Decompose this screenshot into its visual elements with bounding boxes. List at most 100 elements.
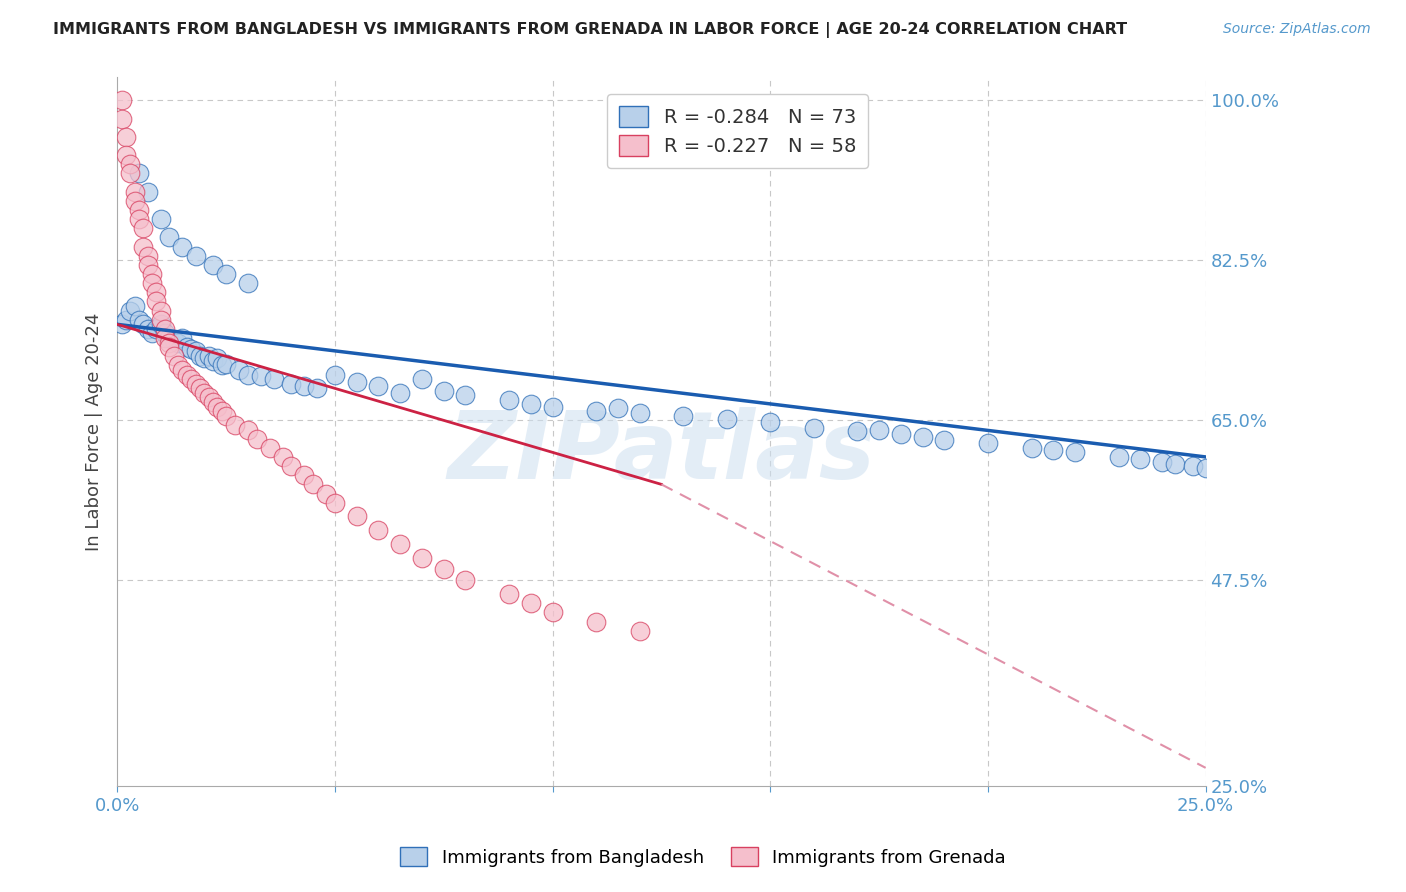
Point (145, 322, 167, 336)
Point (433, 384, 456, 398)
Point (132, 239, 155, 253)
Point (132, 318, 155, 332)
Point (115, 148, 138, 162)
Point (323, 496, 346, 510)
Point (145, 285, 167, 300)
Point (193, 351, 215, 366)
Point (1042, 442, 1064, 457)
Point (207, 351, 229, 366)
Point (846, 425, 869, 439)
Point (159, 331, 181, 345)
Point (176, 368, 198, 382)
Point (890, 427, 912, 442)
Point (153, 322, 176, 336)
Point (207, 400, 229, 414)
Point (263, 372, 285, 386)
Point (197, 349, 219, 363)
Point (628, 406, 651, 420)
Point (172, 239, 194, 253)
Point (128, 166, 150, 180)
Point (110, 112, 132, 126)
Point (250, 369, 273, 384)
Point (197, 391, 219, 405)
Point (606, 401, 628, 416)
Point (433, 561, 456, 575)
Point (934, 434, 956, 448)
Point (110, 93, 132, 107)
Point (411, 372, 433, 386)
Point (280, 459, 302, 474)
Point (149, 303, 172, 318)
Point (520, 397, 543, 411)
Point (188, 381, 211, 395)
Point (389, 537, 412, 551)
Point (520, 596, 543, 610)
Point (136, 322, 159, 336)
Point (124, 194, 146, 208)
Point (294, 378, 316, 392)
Point (224, 417, 246, 432)
Point (977, 436, 1000, 450)
Point (672, 409, 695, 423)
Point (167, 335, 190, 350)
Point (120, 303, 142, 318)
Point (159, 335, 181, 350)
Point (115, 312, 138, 326)
Point (159, 230, 181, 244)
Point (1108, 450, 1130, 464)
Point (201, 354, 224, 368)
Point (136, 249, 159, 263)
Point (259, 441, 281, 455)
Point (180, 372, 202, 386)
Legend: Immigrants from Bangladesh, Immigrants from Grenada: Immigrants from Bangladesh, Immigrants f… (392, 840, 1014, 874)
Point (128, 312, 150, 326)
Point (346, 509, 368, 524)
Point (141, 326, 163, 341)
Point (307, 381, 329, 395)
Point (868, 423, 890, 437)
Point (163, 349, 186, 363)
Text: Source: ZipAtlas.com: Source: ZipAtlas.com (1223, 22, 1371, 37)
Point (716, 411, 738, 425)
Legend: R = -0.284   N = 73, R = -0.227   N = 58: R = -0.284 N = 73, R = -0.227 N = 58 (607, 95, 868, 168)
Point (193, 386, 215, 401)
Point (172, 363, 194, 377)
Point (245, 432, 267, 446)
Point (184, 343, 207, 358)
Point (541, 400, 564, 414)
Point (454, 388, 477, 402)
Point (201, 395, 224, 409)
Point (180, 342, 202, 356)
Point (411, 550, 433, 565)
Point (215, 357, 238, 371)
Point (149, 318, 172, 332)
Point (1021, 441, 1043, 455)
Point (367, 378, 389, 392)
Point (315, 486, 337, 500)
Point (759, 415, 782, 429)
Point (141, 267, 163, 281)
Point (115, 129, 138, 144)
Point (215, 267, 238, 281)
Point (110, 318, 132, 332)
Point (302, 477, 325, 491)
Point (136, 185, 159, 199)
Point (236, 276, 259, 290)
Point (1064, 445, 1087, 459)
Text: IMMIGRANTS FROM BANGLADESH VS IMMIGRANTS FROM GRENADA IN LABOR FORCE | AGE 20-24: IMMIGRANTS FROM BANGLADESH VS IMMIGRANTS… (53, 22, 1128, 38)
Point (211, 404, 233, 418)
Point (803, 420, 825, 434)
Point (585, 615, 607, 629)
Point (184, 249, 207, 263)
Point (145, 294, 167, 309)
Point (188, 349, 211, 363)
Point (211, 359, 233, 373)
Point (294, 468, 316, 483)
Point (323, 368, 346, 382)
Point (153, 326, 176, 341)
Point (176, 340, 198, 354)
Point (1181, 459, 1204, 474)
Y-axis label: In Labor Force | Age 20-24: In Labor Force | Age 20-24 (86, 312, 103, 551)
Point (172, 331, 194, 345)
Point (159, 340, 181, 354)
